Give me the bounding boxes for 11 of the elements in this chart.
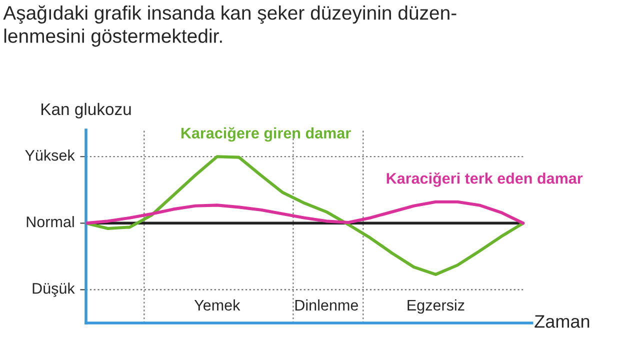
x-tick-label: Dinlenme [295, 299, 358, 311]
x-axis-title: Zaman [534, 315, 590, 328]
ref-line-label: Normal [26, 216, 74, 228]
text: Karaciğere giren damar [181, 127, 351, 142]
x-tick-label: Egzersiz [408, 299, 464, 314]
series-label: Karaciğeri terk eden damar [386, 172, 583, 187]
x-tick-label: Yemek [194, 299, 240, 311]
ref-line-label: Düşük [32, 282, 75, 297]
y-axis-title: Kan glukozu [42, 102, 131, 118]
ref-line-label: Yüksek [25, 150, 75, 161]
chart-title: Aşağıdaki grafik insanda kan şeker düzeyinin düzen- lenmesini göstermektedir. [3, 5, 456, 47]
